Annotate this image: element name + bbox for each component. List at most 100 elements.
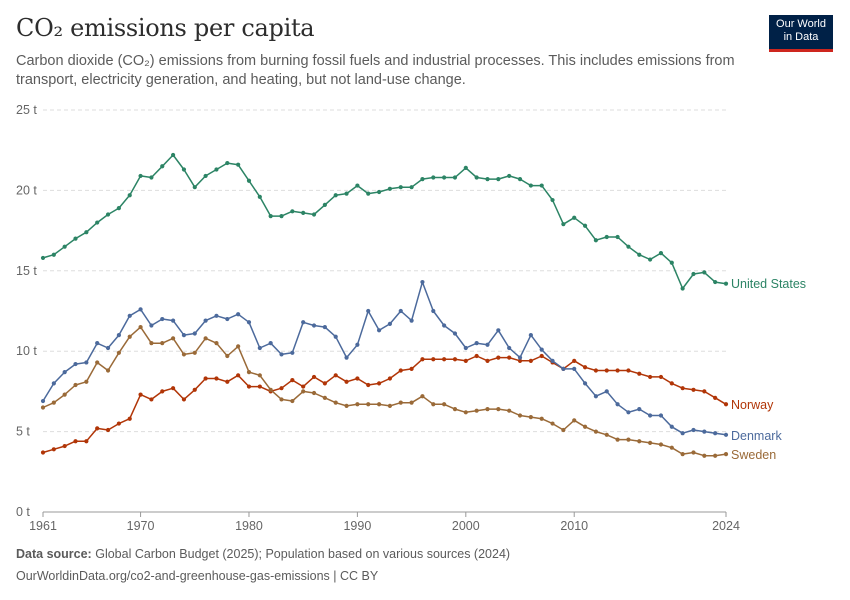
y-tick-label: 0 t — [16, 505, 30, 519]
data-point — [398, 400, 403, 405]
data-point — [51, 447, 56, 452]
y-tick-label: 25 t — [16, 103, 37, 117]
data-point — [431, 357, 436, 362]
data-point — [84, 360, 89, 365]
data-point — [40, 255, 46, 261]
data-point — [669, 381, 674, 386]
series-line — [42, 326, 727, 457]
data-point — [485, 406, 490, 412]
data-point — [409, 400, 414, 405]
data-point — [409, 318, 414, 323]
x-tick-label: 2024 — [712, 519, 740, 533]
data-point — [387, 321, 393, 326]
data-point — [279, 352, 284, 357]
x-tick-label: 1980 — [235, 519, 263, 533]
data-point — [582, 424, 588, 429]
data-point — [387, 186, 393, 191]
data-point — [170, 152, 176, 158]
owid-logo[interactable]: Our World in Data — [769, 15, 833, 52]
data-point — [648, 440, 653, 445]
data-point — [149, 175, 154, 180]
x-tick-label: 1961 — [29, 519, 57, 533]
data-point — [322, 202, 327, 207]
data-point — [593, 429, 599, 434]
series-sweden[interactable] — [40, 324, 729, 458]
data-point — [160, 389, 165, 394]
data-point — [95, 220, 100, 225]
source-url[interactable]: OurWorldinData.org/co2-and-greenhouse-ga… — [16, 569, 379, 583]
data-point — [702, 429, 707, 434]
data-point — [648, 374, 653, 380]
data-point — [192, 387, 197, 392]
data-point — [344, 379, 349, 384]
data-point — [669, 424, 674, 429]
data-point — [322, 324, 327, 330]
data-point — [40, 405, 46, 410]
data-point — [539, 353, 544, 359]
data-point — [420, 279, 425, 285]
data-point — [517, 358, 523, 363]
data-point — [301, 210, 306, 216]
data-point — [615, 368, 620, 373]
data-point — [170, 386, 176, 391]
data-point — [236, 312, 241, 317]
data-point — [463, 410, 468, 415]
data-point — [680, 386, 685, 391]
data-point — [658, 442, 664, 447]
data-point — [203, 376, 208, 381]
data-point — [517, 355, 523, 360]
series-norway[interactable] — [40, 353, 729, 455]
logo-line-2: in Data — [783, 30, 819, 43]
data-point — [40, 398, 46, 404]
data-point — [214, 167, 219, 172]
series-united-states[interactable] — [40, 152, 729, 291]
data-point — [322, 381, 327, 386]
data-point — [257, 373, 262, 378]
data-point — [344, 403, 349, 408]
data-point — [116, 421, 121, 426]
data-point — [203, 318, 208, 323]
data-point — [290, 350, 295, 355]
data-point — [539, 416, 544, 421]
data-point — [658, 374, 664, 380]
data-point — [105, 212, 111, 217]
data-point — [452, 175, 458, 180]
data-point — [149, 341, 154, 346]
data-point — [116, 333, 121, 338]
data-point — [593, 368, 599, 373]
data-point — [246, 178, 252, 183]
data-point — [409, 185, 414, 190]
data-point — [138, 324, 143, 330]
data-point — [160, 316, 165, 322]
data-point — [442, 175, 447, 180]
data-point — [528, 333, 533, 338]
data-point — [73, 382, 78, 388]
data-point — [474, 353, 479, 359]
data-point — [680, 431, 685, 436]
data-point — [192, 350, 197, 355]
data-point — [355, 342, 360, 347]
data-point — [550, 197, 555, 203]
series-line — [42, 355, 727, 454]
y-tick-label: 15 t — [16, 264, 37, 278]
chart-subtitle: Carbon dioxide (CO₂) emissions from burn… — [16, 53, 735, 88]
x-tick-label: 1970 — [127, 519, 155, 533]
data-point — [680, 286, 685, 291]
data-point — [181, 167, 187, 172]
x-tick-label: 2010 — [560, 519, 588, 533]
data-point — [648, 413, 653, 418]
data-point — [626, 244, 631, 249]
data-point — [713, 395, 718, 400]
data-point — [626, 368, 631, 373]
series-line — [42, 281, 727, 436]
data-point — [517, 177, 523, 182]
series-label: United States — [731, 277, 806, 291]
data-point — [691, 271, 696, 277]
series-denmark[interactable] — [40, 279, 729, 437]
data-point — [452, 406, 458, 412]
data-point — [311, 390, 317, 396]
data-point — [474, 175, 479, 180]
data-point — [507, 408, 512, 413]
data-source-line: Data source: Global Carbon Budget (2025)… — [16, 547, 510, 561]
